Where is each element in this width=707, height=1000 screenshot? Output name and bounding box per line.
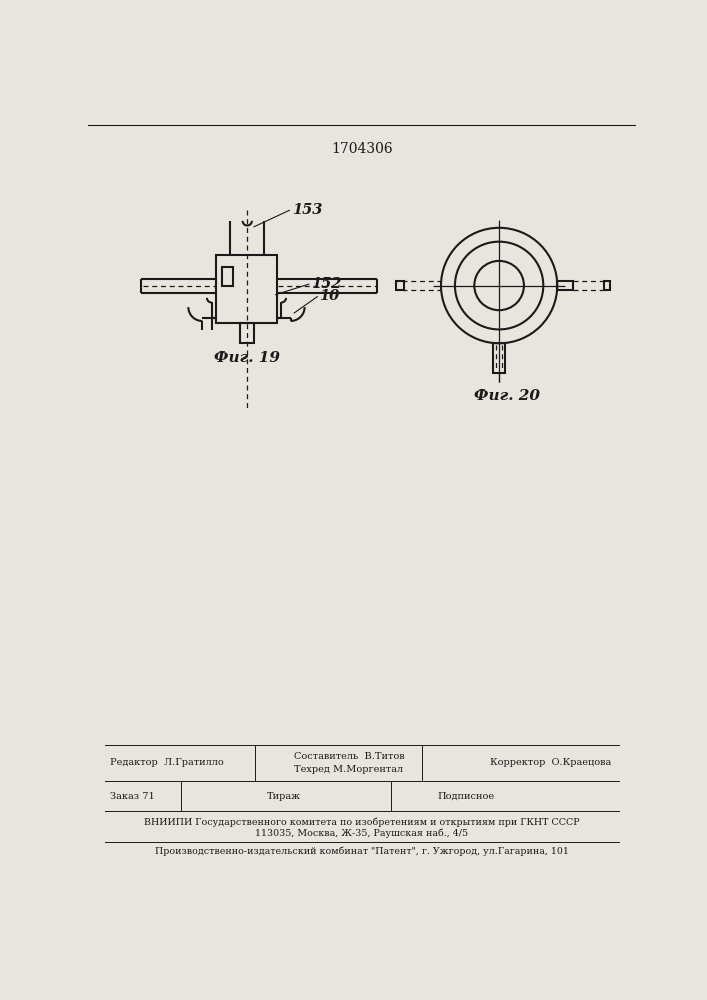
Bar	[493, 343, 506, 373]
Text: 152: 152	[311, 277, 341, 291]
Bar	[396, 281, 404, 290]
Text: 153: 153	[292, 203, 322, 217]
Text: Редактор  Л.Гратилло: Редактор Л.Гратилло	[110, 758, 224, 767]
Bar	[240, 323, 255, 343]
Text: ВНИИПИ Государственного комитета по изобретениям и открытиям при ГКНТ СССР: ВНИИПИ Государственного комитета по изоб…	[144, 817, 580, 827]
Bar	[604, 281, 610, 290]
Bar	[216, 255, 276, 323]
Text: Техред М.Моргентал: Техред М.Моргентал	[293, 765, 403, 774]
Text: Фиг. 19: Фиг. 19	[214, 351, 280, 365]
Text: 113035, Москва, Ж-35, Раушская наб., 4/5: 113035, Москва, Ж-35, Раушская наб., 4/5	[255, 828, 469, 838]
Text: Составитель  В.Титов: Составитель В.Титов	[293, 752, 404, 761]
Text: Корректор  О.Краецова: Корректор О.Краецова	[490, 758, 612, 767]
Text: 10: 10	[320, 289, 339, 303]
Text: 1704306: 1704306	[331, 142, 393, 156]
Bar	[222, 267, 233, 286]
Bar	[557, 281, 573, 290]
Text: Фиг. 20: Фиг. 20	[474, 389, 540, 403]
Text: Тираж: Тираж	[267, 792, 300, 801]
Text: Подписное: Подписное	[437, 792, 494, 801]
Text: Заказ 71: Заказ 71	[110, 792, 155, 801]
Text: Производственно-издательский комбинат "Патент", г. Ужгород, ул.Гагарина, 101: Производственно-издательский комбинат "П…	[155, 847, 569, 856]
